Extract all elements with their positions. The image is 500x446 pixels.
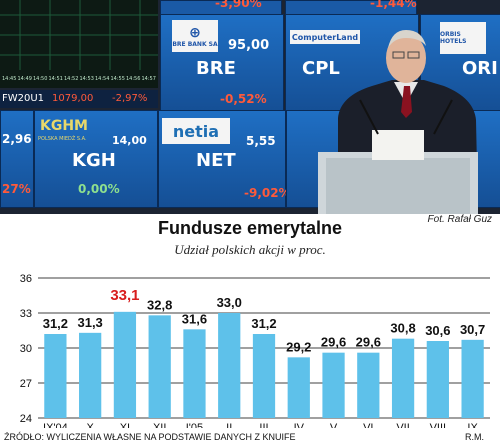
netia-logo: netia <box>162 118 230 144</box>
value-label: 33,1 <box>110 287 139 304</box>
computerland-logo: ComputerLand <box>290 30 360 44</box>
bar <box>287 357 310 418</box>
time-label: 14:50 <box>33 76 47 82</box>
source-note: ŹRÓDŁO: WYLICZENIA WŁASNE NA PODSTAWIE D… <box>4 432 296 442</box>
time-label: 14:49 <box>18 76 32 82</box>
kghm-logo: KGHM <box>40 118 88 134</box>
y-tick-label: 27 <box>20 378 32 390</box>
category-label: VII <box>396 422 409 428</box>
value-label: 31,2 <box>43 316 68 331</box>
value-label: 29,6 <box>321 335 346 350</box>
left-price: 2,96 <box>2 132 32 146</box>
author-initials: R.M. <box>465 432 484 442</box>
bar <box>113 311 137 418</box>
index-value: 1079,00 <box>52 93 94 104</box>
bar <box>252 334 276 418</box>
time-label: 14:57 <box>142 76 156 82</box>
y-tick-label: 33 <box>20 308 32 320</box>
value-label: 29,2 <box>286 339 311 354</box>
value-label: 31,6 <box>182 311 207 326</box>
bre-ticker: BRE <box>196 58 236 79</box>
value-label: 30,7 <box>460 322 485 337</box>
time-label: 14:56 <box>126 76 140 82</box>
ori-ticker: ORI <box>462 58 498 79</box>
quote-panel-kgh <box>34 110 158 208</box>
category-label: IV <box>294 422 305 428</box>
category-label: III <box>259 422 268 428</box>
net-ticker: NET <box>196 150 236 171</box>
category-label: II <box>226 422 232 428</box>
bre-change: -0,52% <box>220 92 267 106</box>
value-label: 31,2 <box>251 316 276 331</box>
intraday-chart-panel: 14:45 14:49 14:50 14:51 14:52 14:53 14:54 14:55… <box>0 0 158 88</box>
bre-logo-mark: ⊕ <box>189 24 201 41</box>
bar <box>218 313 241 418</box>
orbis-logo: ORBIS HOTELS <box>440 22 486 54</box>
y-tick-label: 30 <box>20 343 32 355</box>
bar <box>357 352 380 418</box>
cpl-ticker: CPL <box>302 58 340 79</box>
category-label: I'05 <box>186 422 203 428</box>
value-label: 31,3 <box>77 315 102 330</box>
value-label: 29,6 <box>356 335 381 350</box>
bre-logo-text: BRE BANK SA <box>172 40 218 48</box>
value-label: 32,8 <box>147 297 172 312</box>
bre-logo: ⊕ BRE BANK SA <box>172 20 218 52</box>
intraday-chart-grid: 14:45 14:49 14:50 14:51 14:52 14:53 14:54 14:55… <box>0 0 158 82</box>
value-label: 33,0 <box>217 295 242 310</box>
y-tick-label: 24 <box>20 413 32 425</box>
category-label: XII <box>153 422 166 428</box>
value-label: 30,8 <box>390 321 415 336</box>
kgh-ticker: KGH <box>72 150 116 171</box>
bar <box>461 339 484 418</box>
bar <box>183 329 206 418</box>
category-label: VI <box>363 422 373 428</box>
bar <box>79 332 102 418</box>
top-change-2: -1,44% <box>370 0 417 10</box>
category-label: VIII <box>430 422 447 428</box>
bar <box>44 334 67 418</box>
time-label: 14:54 <box>95 76 109 82</box>
top-change-1: -3,90% <box>215 0 262 10</box>
category-label: IX'04 <box>43 422 68 428</box>
index-name: FW20U1 <box>2 93 45 104</box>
y-tick-label: 36 <box>20 273 32 285</box>
time-label: 14:55 <box>111 76 125 82</box>
bar <box>391 338 415 418</box>
bre-price: 95,00 <box>228 38 270 53</box>
chart-title: Fundusze emerytalne <box>157 218 343 238</box>
category-label: IX <box>467 422 478 428</box>
bar-chart: 31,2 31,3 33,1 32,8 31,6 33,0 31,2 29,2 29,6 29,6… <box>20 273 490 428</box>
bar <box>148 315 171 418</box>
time-label: 14:52 <box>64 76 78 82</box>
chart-subtitle: Udział polskich akcji w proc. <box>174 242 326 257</box>
net-price: 5,55 <box>246 134 276 148</box>
bar <box>322 352 345 418</box>
bar <box>426 341 449 418</box>
kgh-change: 0,00% <box>78 182 120 196</box>
news-photo: 14:45 14:49 14:50 14:51 14:52 14:53 14:54 14:55… <box>0 0 500 214</box>
value-label: 30,6 <box>425 323 450 338</box>
category-label: XI <box>120 422 130 428</box>
index-strip <box>0 90 158 108</box>
time-label: 14:45 <box>2 76 16 82</box>
index-change: -2,97% <box>112 93 148 104</box>
left-change: 27% <box>2 182 31 196</box>
kghm-subtitle: POLSKA MIEDŹ S.A. <box>38 136 87 142</box>
kgh-price: 14,00 <box>112 134 147 147</box>
category-label: V <box>330 422 338 428</box>
photo-credit: Fot. Rafał Guz <box>427 214 492 225</box>
time-label: 14:53 <box>80 76 94 82</box>
time-label: 14:51 <box>49 76 63 82</box>
speaker-figure <box>318 30 478 214</box>
net-change: -9,02% <box>244 186 291 200</box>
category-label: X <box>86 422 94 428</box>
quote-panel-left <box>0 110 34 208</box>
